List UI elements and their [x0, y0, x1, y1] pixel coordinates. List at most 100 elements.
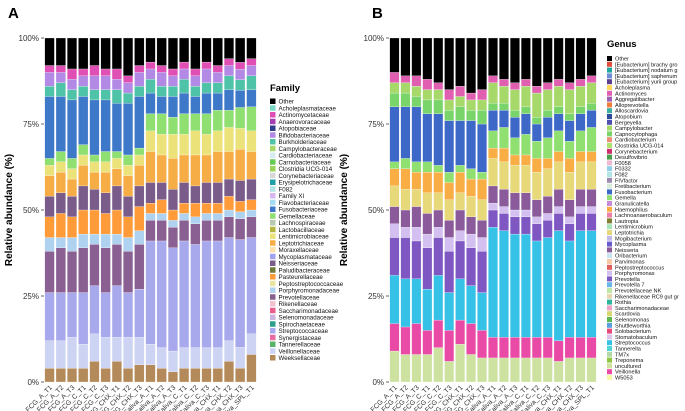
- bar-segment: [466, 354, 476, 383]
- bar-segment: [400, 209, 411, 228]
- bar-segment: [586, 110, 597, 128]
- bar-segment: [411, 227, 422, 242]
- bar-segment: [422, 192, 433, 214]
- bar-segment: [389, 37, 400, 73]
- legend-swatch: [607, 195, 612, 201]
- legend-swatch: [270, 233, 276, 239]
- bar-segment: [433, 89, 444, 101]
- bar-segment: [145, 130, 156, 152]
- bar-segment: [78, 233, 89, 248]
- bar-segment: [422, 161, 433, 173]
- bar-segment: [78, 209, 89, 235]
- legend-swatch: [270, 139, 276, 145]
- bar-segment: [246, 199, 257, 211]
- bar-segment: [100, 292, 111, 338]
- bar-segment: [575, 106, 586, 114]
- legend-swatch: [607, 131, 612, 137]
- bar-segment: [553, 130, 564, 152]
- legend-label: Shuttleworthia: [615, 323, 651, 329]
- legend-label: Moraxellaceae: [279, 247, 320, 254]
- bar-segment: [400, 227, 411, 238]
- bar-segment: [55, 65, 66, 73]
- bar-segment: [100, 161, 111, 173]
- bar-segment: [145, 240, 156, 345]
- bar-segment: [422, 89, 433, 101]
- bar-segment: [89, 285, 100, 334]
- bar-segment: [145, 113, 156, 132]
- bar-segment: [246, 354, 257, 383]
- bar-segment: [145, 364, 156, 383]
- bar-segment: [67, 178, 77, 197]
- legend-swatch: [270, 213, 276, 219]
- legend-swatch: [607, 154, 612, 160]
- legend-swatch: [607, 334, 612, 340]
- bar-segment: [212, 151, 223, 183]
- legend-label: Bifidobacteriaceae: [279, 132, 330, 139]
- legend-label: Acholeplasma: [615, 86, 651, 92]
- bar-segment: [564, 141, 575, 159]
- bar-segment: [145, 182, 156, 204]
- bar-segment: [586, 213, 597, 231]
- bar-segment: [224, 178, 234, 197]
- legend-label: Veillonella: [615, 370, 641, 376]
- bar-segment: [575, 37, 586, 80]
- bar-segment: [235, 218, 246, 240]
- bar-segment: [44, 86, 55, 97]
- bar-segment: [521, 134, 531, 156]
- bar-segment: [179, 92, 190, 114]
- bar-segment: [123, 165, 134, 176]
- bar-segment: [564, 172, 575, 200]
- bar-segment: [224, 65, 234, 76]
- bar-segment: [433, 192, 444, 211]
- legend-swatch: [270, 307, 276, 314]
- legend-label: Paludibacteraceae: [279, 267, 331, 274]
- bar-segment: [235, 89, 246, 108]
- bar-segment: [521, 209, 531, 218]
- legend-swatch: [270, 172, 276, 179]
- bar-segment: [78, 292, 89, 345]
- bar-segment: [510, 116, 520, 138]
- bar-segment: [422, 288, 433, 331]
- bar-segment: [433, 82, 444, 90]
- bar-segment: [123, 368, 134, 383]
- legend-label: Flavobacteriaceae: [279, 200, 330, 207]
- bar-segment: [190, 202, 201, 218]
- bar-segment: [134, 364, 145, 383]
- bar-segment: [212, 37, 223, 66]
- bar-segment: [100, 247, 111, 293]
- bar-segment: [389, 323, 400, 352]
- bar-segment: [542, 82, 553, 90]
- bar-segment: [389, 350, 400, 383]
- bar-segment: [499, 357, 509, 383]
- bar-segment: [433, 113, 444, 166]
- bar-segment: [44, 292, 55, 341]
- bar-segment: [55, 340, 66, 369]
- bar-segment: [67, 368, 77, 383]
- bar-segment: [521, 216, 531, 235]
- legend-label: Corynebacterium: [615, 149, 658, 155]
- bar-segment: [389, 72, 400, 83]
- bar-segment: [190, 68, 201, 76]
- bar-segment: [246, 178, 257, 200]
- bar-segment: [111, 168, 122, 187]
- bar-segment: [586, 230, 597, 338]
- legend-label: W5053: [615, 376, 633, 382]
- bar-segment: [201, 134, 212, 156]
- legend-label: Campylobacter: [615, 126, 653, 132]
- bar-segment: [389, 185, 400, 207]
- bar-segment: [553, 189, 564, 207]
- bar-segment: [167, 189, 178, 211]
- legend-swatch: [607, 96, 612, 102]
- bar-segment: [235, 239, 246, 348]
- bar-segment: [89, 65, 100, 76]
- bar-segment: [78, 154, 89, 166]
- bar-segment: [553, 340, 564, 362]
- bar-segment: [212, 347, 223, 369]
- legend-label: Veillonellaceae: [279, 348, 321, 355]
- legend-label: Rikenellaceae: [279, 301, 318, 308]
- bar-segment: [156, 86, 167, 97]
- bar-segment: [455, 106, 465, 121]
- bar-segment: [422, 99, 433, 114]
- legend-label: Other: [279, 99, 294, 106]
